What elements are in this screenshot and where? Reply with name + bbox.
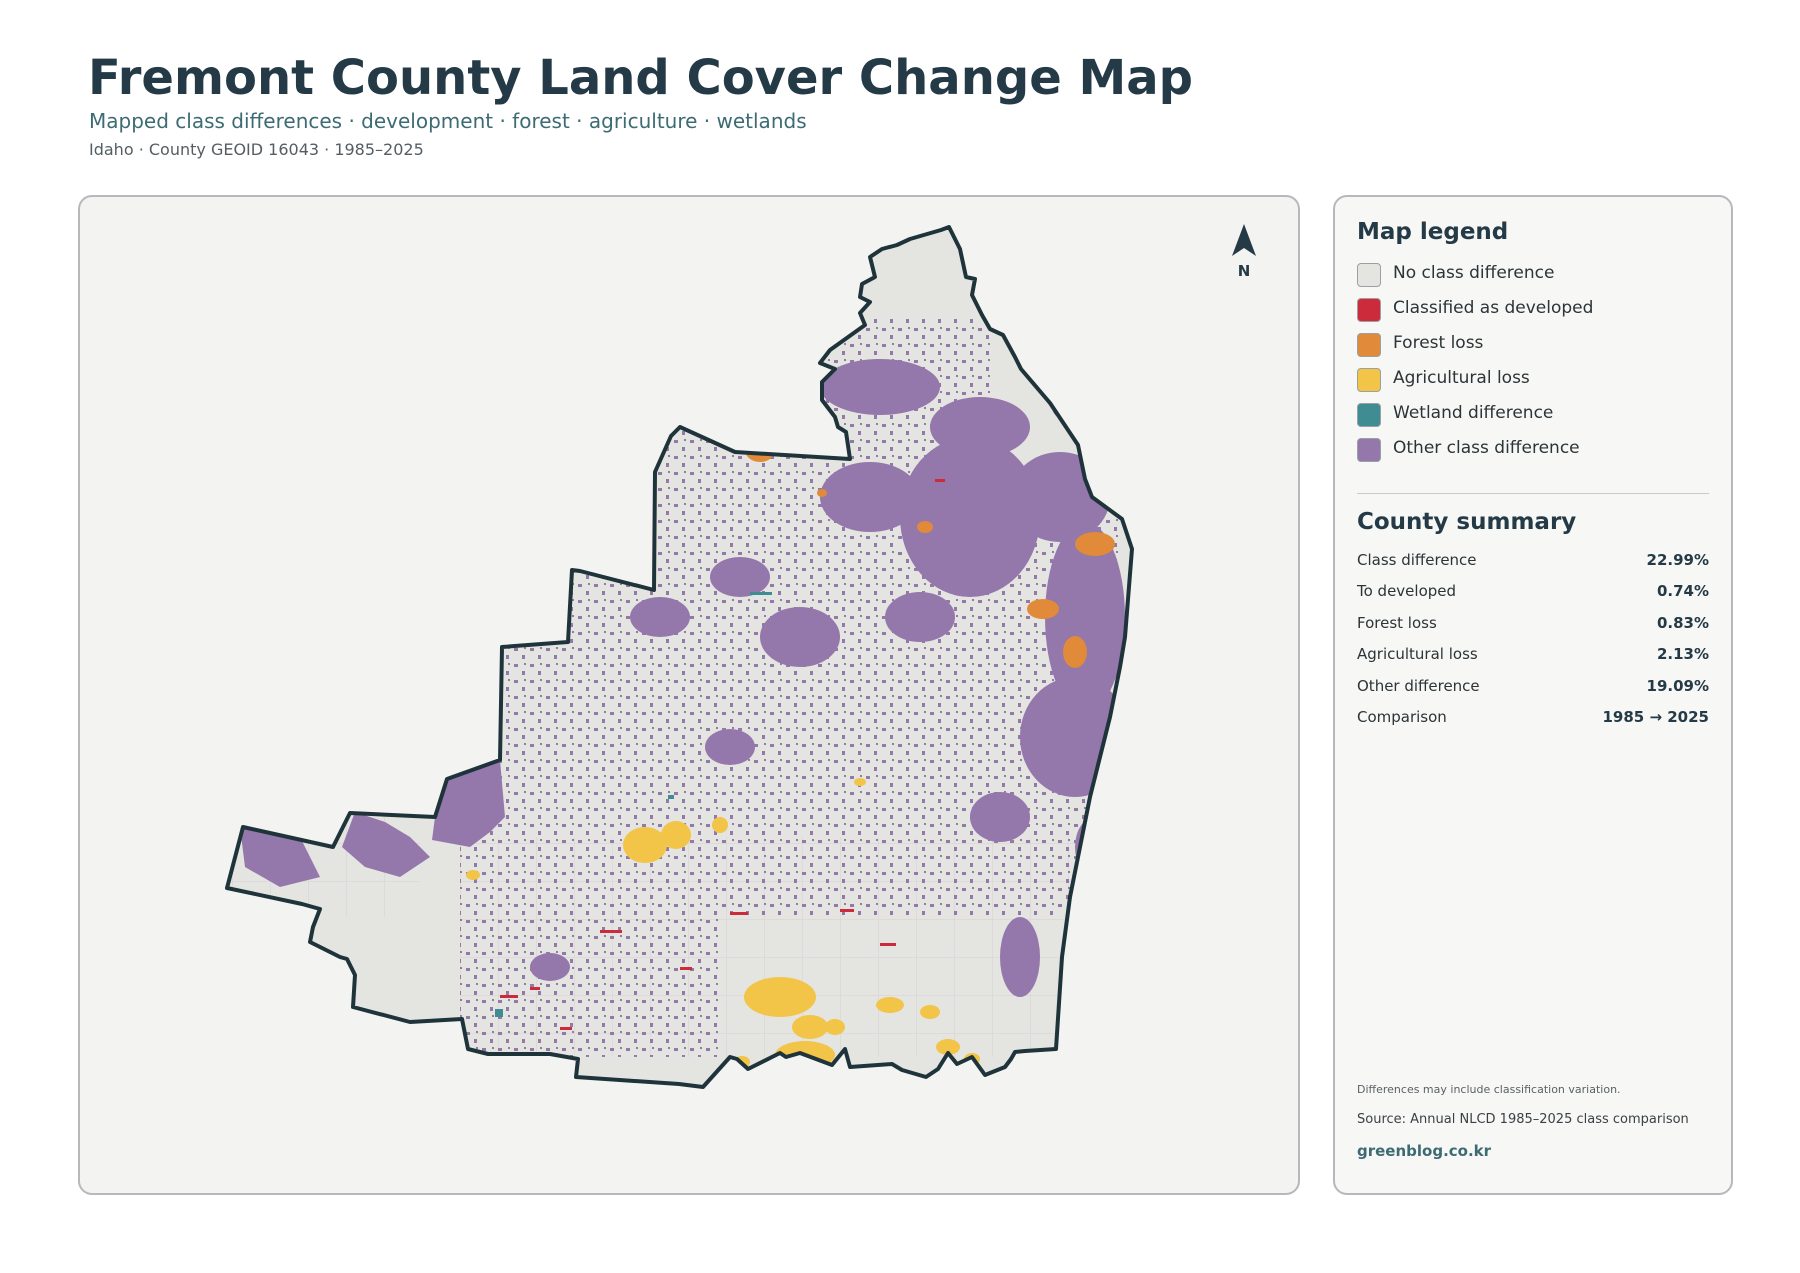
legend-list: No class difference Classified as develo…	[1357, 263, 1593, 473]
legend-divider	[1357, 493, 1709, 494]
legend-item-other-difference: Other class difference	[1357, 438, 1593, 473]
north-arrow-icon	[1232, 224, 1256, 256]
summary-value: 0.74%	[1656, 582, 1709, 601]
legend-label: Classified as developed	[1393, 298, 1594, 318]
summary-row-agricultural-loss: Agricultural loss 2.13%	[1357, 645, 1709, 676]
legend-panel: Map legend No class difference Classifie…	[1333, 195, 1733, 1195]
site-link[interactable]: greenblog.co.kr	[1357, 1142, 1492, 1160]
classification-note: Differences may include classification v…	[1357, 1083, 1621, 1096]
legend-label: Wetland difference	[1393, 403, 1554, 423]
legend-swatch	[1357, 298, 1381, 322]
legend-item-wetland-difference: Wetland difference	[1357, 403, 1593, 438]
north-arrow: N	[1222, 222, 1266, 280]
summary-row-forest-loss: Forest loss 0.83%	[1357, 614, 1709, 645]
summary-label: Class difference	[1357, 551, 1477, 569]
legend-swatch	[1357, 438, 1381, 462]
summary-value: 22.99%	[1646, 551, 1709, 569]
county-map[interactable]	[80, 197, 1300, 1195]
legend-item-agricultural-loss: Agricultural loss	[1357, 368, 1593, 403]
forest-loss-patches	[745, 438, 1115, 668]
summary-value: 1985 → 2025	[1602, 707, 1709, 726]
summary-label: To developed	[1357, 582, 1457, 601]
page-meta: Idaho · County GEOID 16043 · 1985–2025	[89, 140, 424, 159]
legend-label: Other class difference	[1393, 438, 1580, 458]
summary-label: Other difference	[1357, 676, 1480, 695]
summary-row-to-developed: To developed 0.74%	[1357, 582, 1709, 613]
agricultural-loss-patches	[466, 778, 980, 1069]
page-title: Fremont County Land Cover Change Map	[88, 50, 1194, 106]
page-subtitle: Mapped class differences · development ·…	[89, 109, 807, 133]
legend-item-forest-loss: Forest loss	[1357, 333, 1593, 368]
summary-row-class-difference: Class difference 22.99%	[1357, 551, 1709, 582]
summary-label: Forest loss	[1357, 613, 1437, 632]
legend-heading: Map legend	[1357, 219, 1509, 245]
source-credit: Source: Annual NLCD 1985–2025 class comp…	[1357, 1112, 1689, 1127]
legend-swatch	[1357, 403, 1381, 427]
legend-swatch	[1357, 368, 1381, 392]
summary-label: Agricultural loss	[1357, 645, 1478, 664]
summary-value: 2.13%	[1656, 645, 1709, 664]
summary-value: 0.83%	[1656, 613, 1709, 632]
summary-table: Class difference 22.99% To developed 0.7…	[1357, 551, 1709, 739]
legend-swatch	[1357, 333, 1381, 357]
legend-swatch	[1357, 263, 1381, 287]
map-panel[interactable]	[78, 195, 1300, 1195]
summary-row-comparison: Comparison 1985 → 2025	[1357, 708, 1709, 739]
legend-item-developed: Classified as developed	[1357, 298, 1593, 333]
legend-label: Forest loss	[1393, 333, 1484, 353]
county-land-cover	[227, 227, 1132, 1087]
county-boundary	[225, 225, 1134, 1089]
legend-label: No class difference	[1393, 263, 1555, 283]
legend-label: Agricultural loss	[1393, 368, 1530, 388]
summary-heading: County summary	[1357, 509, 1577, 535]
summary-row-other-difference: Other difference 19.09%	[1357, 677, 1709, 708]
legend-item-no-difference: No class difference	[1357, 263, 1593, 298]
north-label: N	[1237, 262, 1251, 280]
summary-label: Comparison	[1357, 707, 1447, 726]
developed-patches	[500, 479, 945, 1030]
summary-value: 19.09%	[1646, 676, 1709, 695]
